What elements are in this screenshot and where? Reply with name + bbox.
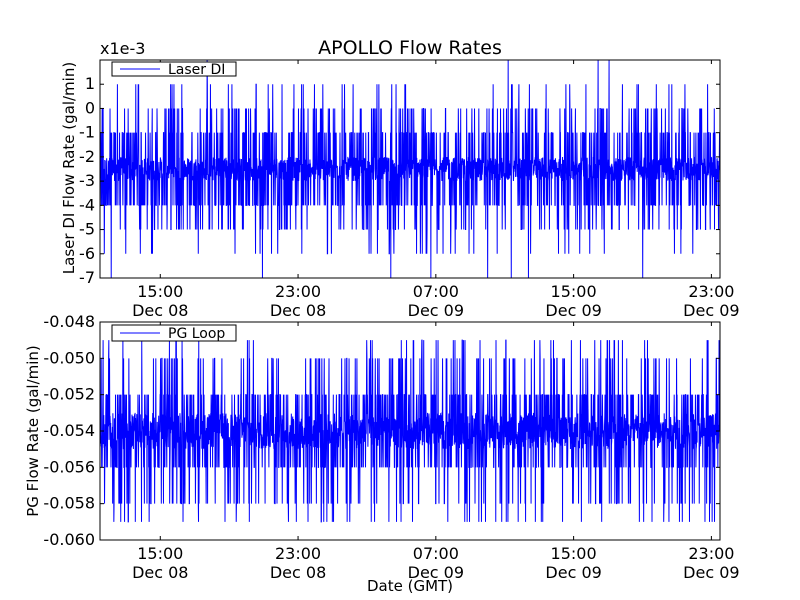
pg-loop-x-tick-date: Dec 09 xyxy=(683,563,739,582)
pg-loop-y-tick-label: -0.056 xyxy=(43,457,95,476)
pg-loop-y-tick-label: -0.050 xyxy=(43,348,95,367)
laser-di-legend-label: Laser DI xyxy=(168,62,225,78)
pg-loop-x-tick-time: 23:00 xyxy=(688,544,734,563)
pg-loop-y-tick-label: -0.048 xyxy=(43,312,95,331)
pg-loop-y-ticks: -0.060 -0.058 -0.056 -0.054 -0.052 -0.050 -0.0… xyxy=(43,312,720,549)
pg-loop-x-tick-date: Dec 08 xyxy=(270,563,326,582)
pg-loop-y-tick-label: -0.054 xyxy=(43,421,95,440)
pg-loop-x-tick-date: Dec 09 xyxy=(545,563,601,582)
laser-di-x-tick-time: 23:00 xyxy=(275,282,321,301)
laser-di-legend: Laser DI xyxy=(111,61,237,78)
x-axis-label: Date (GMT) xyxy=(367,577,453,595)
pg-loop-legend: PG Loop xyxy=(111,324,237,342)
laser-di-y-tick-label: -1 xyxy=(79,123,95,142)
pg-loop-x-tick-time: 07:00 xyxy=(413,544,459,563)
laser-di-y-tick-label: -4 xyxy=(79,195,95,214)
pg-loop-series-line xyxy=(99,339,721,523)
chart-title: APOLLO Flow Rates xyxy=(318,37,502,59)
laser-di-y-tick-label: 1 xyxy=(85,74,95,93)
laser-di-series-group xyxy=(99,59,721,279)
pg-loop-x-tick-time: 15:00 xyxy=(551,544,597,563)
laser-di-y-tick-label: -2 xyxy=(79,147,95,166)
pg-loop-y-tick-label: -0.060 xyxy=(43,530,95,549)
pg-loop-axes: PG Flow Rate (gal/min) -0.060 -0.058 -0.05… xyxy=(24,312,740,582)
pg-loop-x-tick-time: 23:00 xyxy=(275,544,321,563)
laser-di-x-tick-time: 15:00 xyxy=(551,282,597,301)
pg-loop-y-tick-label: -0.052 xyxy=(43,385,95,404)
laser-di-y-tick-label: -3 xyxy=(79,171,95,190)
laser-di-axes: x1e-3 Laser DI Flow Rate (gal/min) -7-6-… xyxy=(60,39,740,320)
laser-di-y-tick-label: -6 xyxy=(79,244,95,263)
laser-di-legend-box xyxy=(111,61,237,77)
laser-di-x-tick-time: 23:00 xyxy=(688,282,734,301)
pg-loop-x-tick-time: 15:00 xyxy=(137,544,183,563)
laser-di-x-tick-time: 15:00 xyxy=(137,282,183,301)
laser-di-y-tick-label: -7 xyxy=(79,268,95,287)
laser-di-x-tick-time: 07:00 xyxy=(413,282,459,301)
laser-di-x-tick-date: Dec 09 xyxy=(683,301,739,320)
laser-di-y-ticks: -7 -6 -5 -4 -3 -2 -1 0 1 xyxy=(79,74,720,287)
laser-di-series-line xyxy=(99,59,721,279)
pg-loop-legend-label: PG Loop xyxy=(168,326,225,342)
pg-loop-series-group xyxy=(99,339,721,523)
laser-di-x-tick-date: Dec 08 xyxy=(132,301,188,320)
laser-di-x-tick-date: Dec 08 xyxy=(270,301,326,320)
laser-di-x-tick-date: Dec 09 xyxy=(545,301,601,320)
laser-di-y-axis-label: Laser DI Flow Rate (gal/min) xyxy=(60,62,78,274)
laser-di-y-tick-label: 0 xyxy=(85,98,95,117)
laser-di-y-tick-label: -5 xyxy=(79,220,95,239)
pg-loop-x-tick-date: Dec 09 xyxy=(408,563,464,582)
pg-loop-legend-box xyxy=(111,324,237,342)
laser-di-plot-frame xyxy=(99,59,721,279)
laser-di-offset-label: x1e-3 xyxy=(100,39,145,58)
pg-loop-y-axis-label: PG Flow Rate (gal/min) xyxy=(24,345,42,517)
pg-loop-x-tick-date: Dec 08 xyxy=(132,563,188,582)
pg-loop-y-tick-label: -0.058 xyxy=(43,494,95,513)
laser-di-x-tick-date: Dec 09 xyxy=(408,301,464,320)
